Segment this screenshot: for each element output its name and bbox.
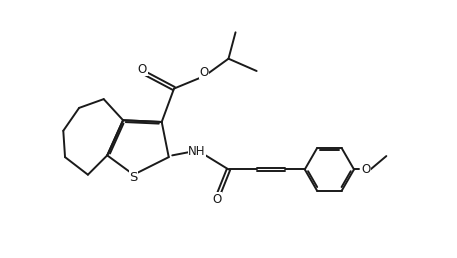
Text: S: S xyxy=(129,171,138,184)
Text: O: O xyxy=(199,66,208,78)
Text: O: O xyxy=(213,193,222,206)
Text: O: O xyxy=(138,63,147,76)
Text: O: O xyxy=(361,163,371,176)
Text: NH: NH xyxy=(188,145,206,158)
